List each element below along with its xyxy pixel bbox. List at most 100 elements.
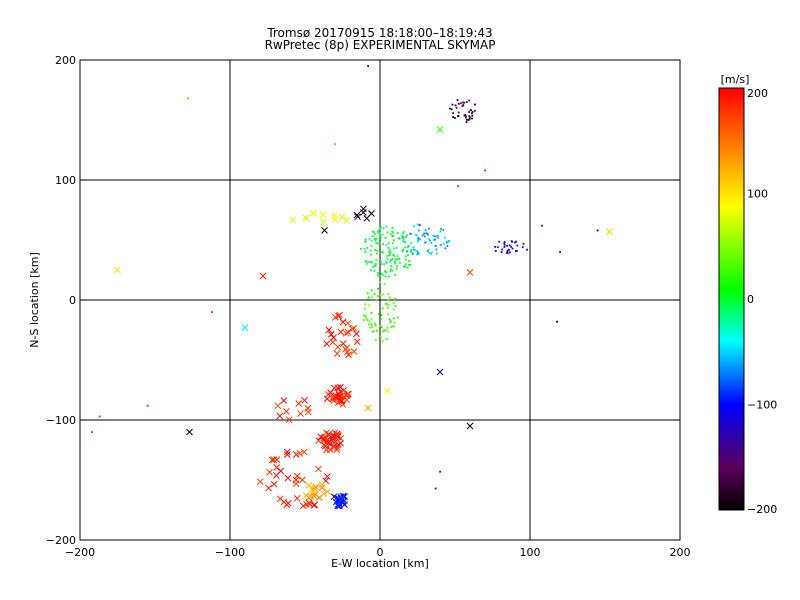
colorbar bbox=[718, 87, 745, 511]
data-point-x bbox=[284, 474, 292, 482]
data-point-dot bbox=[376, 295, 379, 297]
data-point-x bbox=[331, 429, 339, 437]
data-point-dot bbox=[392, 317, 395, 320]
data-point-dot bbox=[360, 248, 362, 250]
data-point-dot bbox=[371, 235, 374, 238]
data-point-x bbox=[337, 439, 344, 447]
data-point-dot bbox=[389, 252, 392, 255]
data-point-dot bbox=[390, 265, 393, 267]
data-point-dot bbox=[416, 234, 418, 237]
data-point-dot bbox=[379, 234, 382, 237]
data-point-dot bbox=[364, 238, 367, 241]
data-point-dot bbox=[388, 318, 391, 321]
data-point-dot bbox=[393, 254, 395, 257]
data-point-dot bbox=[379, 294, 382, 297]
data-point-dot bbox=[396, 265, 399, 267]
data-point-dot bbox=[439, 470, 441, 473]
data-point-dot bbox=[471, 110, 474, 113]
data-point-dot bbox=[436, 234, 439, 237]
data-point-dot bbox=[391, 227, 394, 229]
data-point-dot bbox=[370, 253, 372, 256]
data-point-x bbox=[321, 227, 328, 234]
data-point-x bbox=[293, 494, 301, 502]
data-point-dot bbox=[362, 319, 365, 321]
data-point-dot bbox=[428, 239, 431, 242]
data-point-dot bbox=[384, 302, 387, 305]
data-point-x bbox=[241, 324, 249, 331]
data-point-dot bbox=[371, 230, 374, 233]
data-point-dot bbox=[378, 242, 381, 244]
data-point-x bbox=[259, 272, 267, 280]
data-point-x bbox=[334, 502, 342, 510]
data-point-dot bbox=[393, 321, 396, 324]
data-point-dot bbox=[470, 109, 473, 112]
data-point-x bbox=[300, 448, 308, 456]
data-point-x bbox=[326, 441, 334, 448]
y-tick-label: 200 bbox=[55, 54, 76, 67]
data-point-dot bbox=[424, 229, 427, 232]
colorbar-label: [m/s] bbox=[721, 73, 750, 86]
data-point-dot bbox=[368, 261, 371, 263]
data-point-dot bbox=[410, 251, 413, 254]
data-point-dot bbox=[410, 242, 413, 245]
data-point-dot bbox=[379, 227, 382, 230]
data-point-dot bbox=[405, 255, 407, 258]
data-point-dot bbox=[372, 330, 375, 333]
data-point-dot bbox=[457, 102, 460, 105]
data-point-dot bbox=[380, 317, 382, 320]
data-point-dot bbox=[451, 103, 454, 106]
data-point-x bbox=[337, 328, 345, 336]
data-point-dot bbox=[510, 245, 512, 248]
data-point-dot bbox=[402, 265, 405, 268]
data-point-dot bbox=[413, 225, 415, 228]
data-point-dot bbox=[515, 240, 517, 243]
data-point-dot bbox=[435, 248, 438, 251]
data-point-dot bbox=[514, 250, 517, 253]
data-point-dot bbox=[394, 262, 397, 265]
data-point-dot bbox=[470, 112, 473, 115]
data-point-dot bbox=[370, 269, 372, 271]
data-point-dot bbox=[506, 249, 509, 252]
data-point-dot bbox=[397, 237, 400, 240]
y-tick-label: −100 bbox=[46, 414, 76, 427]
colorbar-ticks: 200 100 0 −100 −200 bbox=[747, 87, 777, 516]
data-point-dot bbox=[376, 249, 379, 252]
data-point-dot bbox=[448, 240, 450, 243]
data-point-x bbox=[311, 490, 319, 498]
data-point-dot bbox=[444, 236, 446, 239]
data-point-dot bbox=[396, 232, 399, 234]
data-point-x bbox=[466, 422, 474, 430]
data-point-dot bbox=[596, 229, 599, 232]
data-points bbox=[91, 65, 613, 510]
data-point-dot bbox=[505, 251, 508, 254]
data-point-dot bbox=[393, 247, 396, 250]
data-point-dot bbox=[402, 232, 404, 235]
data-point-dot bbox=[430, 242, 433, 244]
data-point-dot bbox=[377, 230, 379, 233]
data-point-x bbox=[363, 215, 371, 222]
data-point-dot bbox=[375, 299, 378, 302]
data-point-dot bbox=[526, 248, 528, 251]
data-point-dot bbox=[521, 246, 524, 249]
data-point-dot bbox=[370, 296, 373, 299]
data-point-dot bbox=[500, 251, 503, 253]
data-point-dot bbox=[379, 237, 382, 240]
data-point-dot bbox=[381, 307, 384, 310]
data-point-dot bbox=[387, 299, 390, 302]
data-point-dot bbox=[430, 252, 433, 255]
data-point-dot bbox=[389, 260, 391, 263]
data-point-dot bbox=[453, 117, 456, 119]
data-point-dot bbox=[390, 259, 392, 261]
data-point-dot bbox=[503, 243, 506, 246]
data-point-dot bbox=[385, 244, 388, 246]
data-point-x bbox=[292, 480, 300, 488]
data-point-x bbox=[256, 478, 264, 486]
data-point-dot bbox=[388, 254, 391, 257]
data-point-dot bbox=[402, 236, 405, 238]
data-point-dot bbox=[559, 251, 561, 253]
data-point-x bbox=[354, 213, 361, 221]
data-point-dot bbox=[431, 234, 434, 237]
data-point-dot bbox=[423, 232, 426, 235]
data-point-dot bbox=[468, 117, 471, 120]
data-point-x bbox=[292, 451, 300, 458]
